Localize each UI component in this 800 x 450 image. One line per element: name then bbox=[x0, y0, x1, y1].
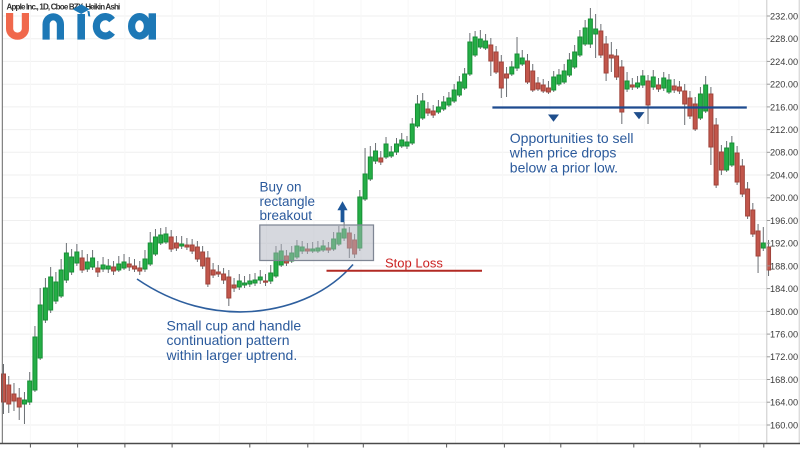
svg-text:184.00: 184.00 bbox=[770, 284, 798, 294]
svg-text:220.00: 220.00 bbox=[770, 80, 798, 90]
svg-text:196.00: 196.00 bbox=[770, 216, 798, 226]
svg-text:172.00: 172.00 bbox=[770, 352, 798, 362]
svg-text:176.00: 176.00 bbox=[770, 330, 798, 340]
svg-text:160.00: 160.00 bbox=[770, 420, 798, 430]
svg-text:Opportunities to sell: Opportunities to sell bbox=[510, 130, 634, 146]
svg-text:200.00: 200.00 bbox=[770, 193, 798, 203]
svg-text:204.00: 204.00 bbox=[770, 170, 798, 180]
svg-text:216.00: 216.00 bbox=[770, 102, 798, 112]
svg-text:192.00: 192.00 bbox=[770, 239, 798, 249]
svg-text:224.00: 224.00 bbox=[770, 57, 798, 67]
svg-text:when price drops: when price drops bbox=[509, 145, 617, 161]
svg-text:212.00: 212.00 bbox=[770, 125, 798, 135]
svg-text:Buy on: Buy on bbox=[260, 180, 302, 195]
svg-text:Apple Inc., 1D, Cboe BZX, Heik: Apple Inc., 1D, Cboe BZX, Heikin Ashi bbox=[7, 3, 121, 12]
svg-text:within larger uptrend.: within larger uptrend. bbox=[166, 347, 298, 363]
svg-text:breakout: breakout bbox=[260, 208, 313, 223]
svg-text:Stop Loss: Stop Loss bbox=[385, 256, 443, 271]
svg-text:continuation pattern: continuation pattern bbox=[167, 332, 290, 348]
svg-text:188.00: 188.00 bbox=[770, 261, 798, 271]
svg-text:232.00: 232.00 bbox=[770, 11, 798, 21]
svg-text:208.00: 208.00 bbox=[770, 148, 798, 158]
svg-text:Small cup and handle: Small cup and handle bbox=[167, 317, 302, 333]
svg-text:180.00: 180.00 bbox=[770, 307, 798, 317]
svg-text:168.00: 168.00 bbox=[770, 375, 798, 385]
svg-text:rectangle: rectangle bbox=[260, 194, 316, 209]
svg-text:228.00: 228.00 bbox=[770, 34, 798, 44]
svg-text:below a prior low.: below a prior low. bbox=[510, 159, 618, 175]
svg-text:164.00: 164.00 bbox=[770, 398, 798, 408]
